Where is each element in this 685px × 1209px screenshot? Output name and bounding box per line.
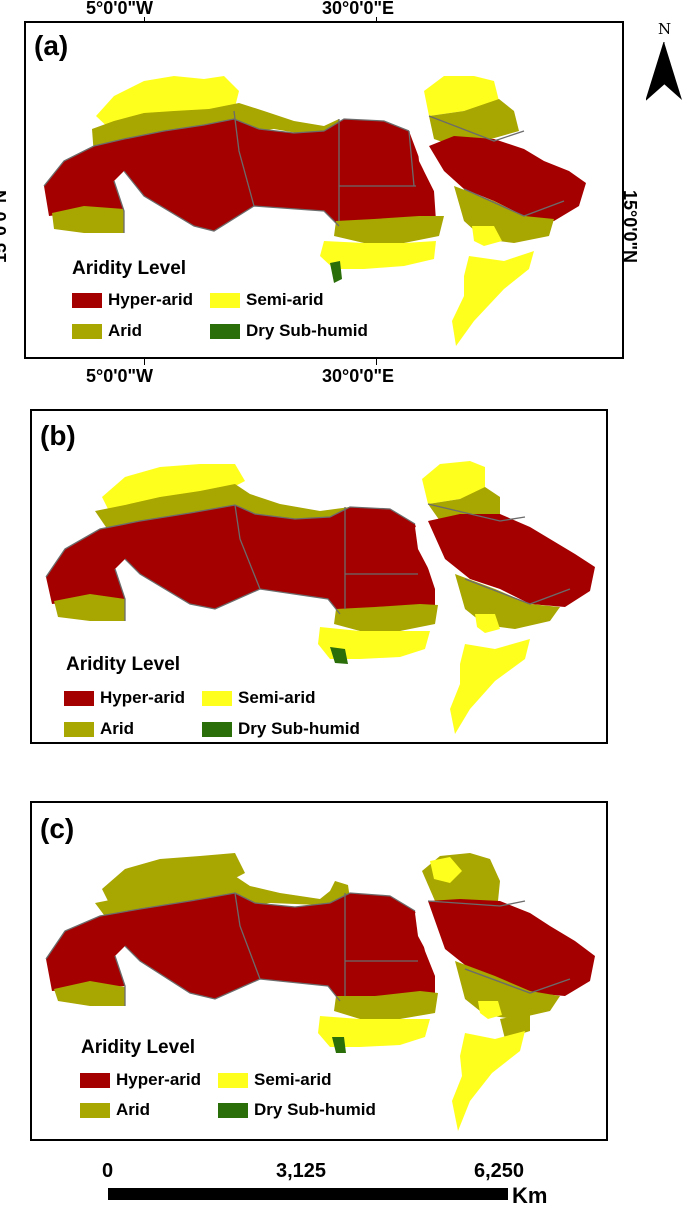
legend-b-dry-subhumid: Dry Sub-humid	[202, 719, 360, 739]
map-c-arid-sudan	[334, 991, 438, 1019]
legend-a-arid: Arid	[72, 321, 142, 341]
legend-a-semi-arid-label: Semi-arid	[246, 290, 324, 309]
legend-a-hyper-arid-swatch	[72, 292, 102, 308]
legend-a-arid-swatch	[72, 323, 102, 339]
legend-a-dry-subhumid-swatch	[210, 323, 240, 339]
legend-a-dry-subhumid: Dry Sub-humid	[210, 321, 368, 341]
map-c-semi-arid-levant	[430, 857, 462, 883]
legend-c-semi-arid: Semi-arid	[218, 1070, 331, 1090]
lat-label-left: 15°0'0"N	[0, 189, 11, 264]
map-c-semi-arid-horn	[452, 1031, 525, 1131]
lon-label-top-1: 5°0'0"W	[86, 0, 154, 18]
legend-b-hyper-arid: Hyper-arid	[64, 688, 185, 708]
map-a-hyper-arid-sahara	[44, 119, 436, 231]
map-c-arid-west	[54, 981, 125, 1006]
lon-label-bottom-2: 30°0'0"E	[322, 366, 395, 386]
scale-unit: Km	[512, 1183, 548, 1208]
lon-label-bottom-1: 5°0'0"W	[86, 366, 154, 386]
map-b-red-sea	[415, 527, 462, 615]
legend-b-arid-swatch	[64, 721, 94, 737]
legend-b-dry-subhumid-label: Dry Sub-humid	[238, 719, 360, 738]
map-b-arid-levant	[428, 487, 500, 521]
legend-a-semi-arid-swatch	[210, 292, 240, 308]
map-a-semi-arid-horn	[452, 251, 534, 346]
legend-c-semi-arid-label: Semi-arid	[254, 1070, 332, 1089]
legend-a-title: Aridity Level	[72, 258, 187, 279]
legend-b-hyper-arid-swatch	[64, 690, 94, 706]
scale-label-mid: 3,125	[276, 1160, 327, 1182]
scale-bar	[108, 1188, 508, 1200]
legend-c-hyper-arid: Hyper-arid	[80, 1070, 201, 1090]
legend-c-hyper-arid-label: Hyper-arid	[116, 1070, 202, 1089]
legend-c-arid: Arid	[80, 1100, 150, 1120]
map-c-arid-maghreb-north	[102, 853, 245, 905]
map-c-semi-arid-sudan	[318, 1016, 430, 1047]
legend-c-dry-subhumid: Dry Sub-humid	[218, 1100, 376, 1120]
lon-tick-bottom-2	[376, 359, 377, 365]
map-a-semi-arid-yemen	[472, 226, 502, 246]
map-a-arid-sudan	[334, 216, 444, 243]
map-a-group	[43, 76, 586, 346]
legend-a-arid-label: Arid	[108, 321, 142, 340]
map-b-semi-arid-horn	[450, 639, 530, 734]
map-a-semi-arid-sudan	[320, 241, 436, 269]
legend-c-semi-arid-swatch	[218, 1072, 248, 1088]
map-panel-c	[45, 853, 595, 1131]
legend-b-semi-arid-swatch	[202, 690, 232, 706]
legend-b-dry-subhumid-swatch	[202, 721, 232, 737]
map-panel-a	[43, 76, 586, 346]
map-c-hyper-arid-arabia	[428, 899, 595, 996]
lon-tick-top-1	[144, 17, 145, 23]
north-arrow-icon	[646, 42, 682, 101]
map-b-semi-arid-maghreb	[102, 464, 245, 513]
legend-a-hyper-arid-label: Hyper-arid	[108, 290, 194, 309]
map-b-arid-sudan	[334, 604, 438, 631]
map-c-hyper-arid-sahara	[46, 893, 435, 1009]
legend-b-semi-arid: Semi-arid	[202, 688, 315, 708]
panel-a-label: (a)	[34, 30, 69, 61]
map-b-semi-arid-yemen	[475, 614, 500, 633]
legend-a-dry-subhumid-label: Dry Sub-humid	[246, 321, 368, 340]
map-b-semi-arid-sudan	[318, 627, 430, 659]
map-b-hyper-arid-sahara	[46, 505, 435, 621]
north-arrow-label: N	[658, 20, 672, 38]
north-arrow: N	[646, 20, 682, 101]
map-a-arid-west	[52, 206, 124, 233]
lon-tick-top-2	[376, 17, 377, 23]
map-panel-b	[45, 461, 595, 734]
legend-a-semi-arid: Semi-arid	[210, 290, 323, 310]
legend-c-dry-subhumid-label: Dry Sub-humid	[254, 1100, 376, 1119]
map-b-semi-arid-levant	[422, 461, 485, 504]
map-c-semi-arid-yemen	[478, 1001, 502, 1019]
map-c-dry-subhumid	[332, 1037, 346, 1053]
panel-b-label: (b)	[40, 420, 76, 451]
legend-c-arid-swatch	[80, 1102, 110, 1118]
map-a-hyper-arid-arabia	[429, 136, 586, 221]
legend-b-semi-arid-label: Semi-arid	[238, 688, 316, 707]
map-a-red-sea	[417, 141, 464, 231]
legend-b-arid: Arid	[64, 719, 134, 739]
map-c-red-sea	[415, 913, 462, 1001]
legend-c-title: Aridity Level	[81, 1037, 196, 1058]
map-b-dry-subhumid	[330, 647, 348, 664]
map-a-arid-levant	[429, 99, 519, 146]
lon-tick-bottom-1	[144, 359, 145, 365]
legend-c-dry-subhumid-swatch	[218, 1102, 248, 1118]
map-b-hyper-arid-arabia	[428, 514, 595, 607]
map-a-dry-subhumid-sudan	[330, 261, 342, 283]
legend-c-arid-label: Arid	[116, 1100, 150, 1119]
legend-c-hyper-arid-swatch	[80, 1072, 110, 1088]
scale-label-end: 6,250	[474, 1160, 525, 1182]
map-b-arid-west	[54, 594, 125, 621]
legend-a-hyper-arid: Hyper-arid	[72, 290, 193, 310]
legend-b-title: Aridity Level	[66, 654, 181, 675]
lon-label-top-2: 30°0'0"E	[322, 0, 395, 18]
scale-label-0: 0	[102, 1160, 114, 1182]
legend-b-hyper-arid-label: Hyper-arid	[100, 688, 186, 707]
panel-c-label: (c)	[40, 813, 75, 844]
legend-b-arid-label: Arid	[100, 719, 134, 738]
